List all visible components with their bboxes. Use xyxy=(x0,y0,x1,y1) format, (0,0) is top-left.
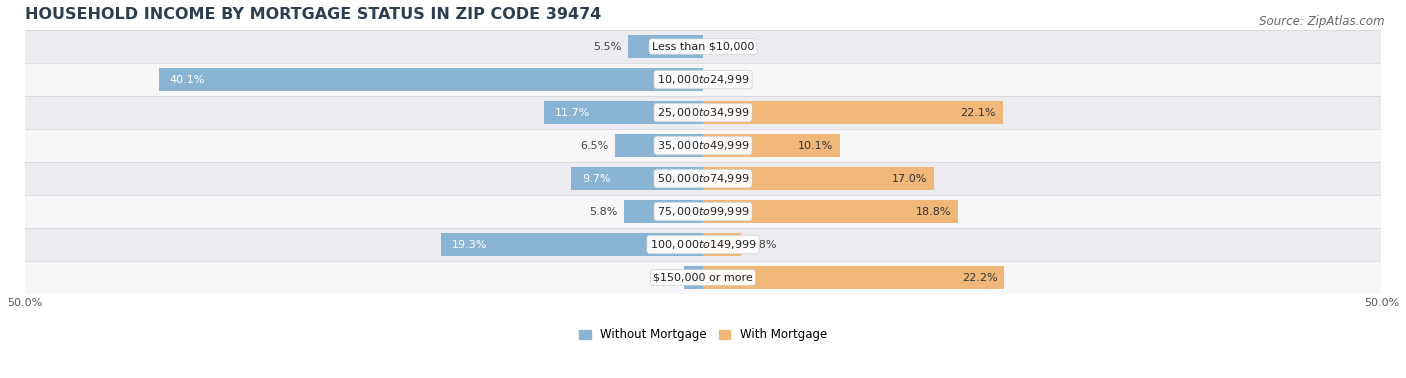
Bar xyxy=(24,129,1382,162)
Bar xyxy=(24,96,1382,129)
Text: $75,000 to $99,999: $75,000 to $99,999 xyxy=(657,205,749,218)
Text: $35,000 to $49,999: $35,000 to $49,999 xyxy=(657,139,749,152)
Bar xyxy=(683,266,703,290)
Bar xyxy=(571,167,703,191)
Bar xyxy=(24,228,1382,261)
Text: 9.7%: 9.7% xyxy=(582,174,610,184)
Bar xyxy=(24,195,1382,228)
Text: Less than $10,000: Less than $10,000 xyxy=(652,42,754,51)
Text: 18.8%: 18.8% xyxy=(915,206,952,217)
Bar xyxy=(703,101,1002,124)
Bar xyxy=(24,261,1382,294)
Text: Source: ZipAtlas.com: Source: ZipAtlas.com xyxy=(1260,15,1385,28)
Text: 2.8%: 2.8% xyxy=(748,240,776,249)
Text: $100,000 to $149,999: $100,000 to $149,999 xyxy=(650,238,756,251)
Bar xyxy=(703,167,934,191)
Bar xyxy=(628,35,703,59)
Text: 22.2%: 22.2% xyxy=(962,273,997,282)
Bar xyxy=(703,232,741,256)
Bar xyxy=(544,101,703,124)
Bar xyxy=(24,162,1382,195)
Text: 11.7%: 11.7% xyxy=(555,108,591,118)
Bar xyxy=(24,63,1382,96)
Text: $10,000 to $24,999: $10,000 to $24,999 xyxy=(657,73,749,86)
Text: 10.1%: 10.1% xyxy=(799,141,834,150)
Text: 40.1%: 40.1% xyxy=(170,74,205,85)
Bar xyxy=(624,200,703,223)
Text: 1.4%: 1.4% xyxy=(648,273,678,282)
Text: HOUSEHOLD INCOME BY MORTGAGE STATUS IN ZIP CODE 39474: HOUSEHOLD INCOME BY MORTGAGE STATUS IN Z… xyxy=(24,7,600,22)
Bar xyxy=(24,30,1382,63)
Bar xyxy=(703,266,1004,290)
Bar xyxy=(703,200,957,223)
Bar xyxy=(614,134,703,157)
Text: 19.3%: 19.3% xyxy=(451,240,488,249)
Text: 5.8%: 5.8% xyxy=(589,206,617,217)
Text: $150,000 or more: $150,000 or more xyxy=(654,273,752,282)
Bar xyxy=(441,232,703,256)
Legend: Without Mortgage, With Mortgage: Without Mortgage, With Mortgage xyxy=(574,324,832,346)
Text: $50,000 to $74,999: $50,000 to $74,999 xyxy=(657,172,749,185)
Text: 6.5%: 6.5% xyxy=(579,141,607,150)
Text: 17.0%: 17.0% xyxy=(891,174,927,184)
Text: 22.1%: 22.1% xyxy=(960,108,995,118)
Text: $25,000 to $34,999: $25,000 to $34,999 xyxy=(657,106,749,119)
Bar xyxy=(703,134,839,157)
Text: 5.5%: 5.5% xyxy=(593,42,621,51)
Bar xyxy=(159,68,703,91)
